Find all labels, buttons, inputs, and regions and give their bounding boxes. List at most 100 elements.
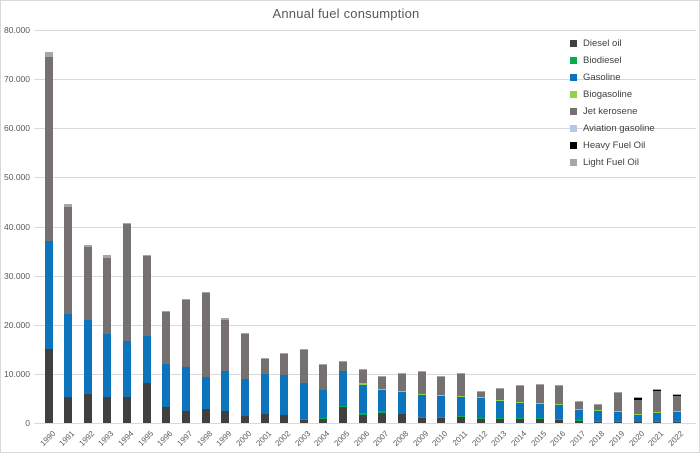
bar-segment-2015-jet-kerosene[interactable] <box>535 384 544 403</box>
bar-segment-2013-jet-kerosene[interactable] <box>496 388 505 400</box>
bar-segment-1994-gasoline[interactable] <box>123 340 132 397</box>
bar-segment-2003-jet-kerosene[interactable] <box>299 349 308 384</box>
bar-segment-1993-jet-kerosene[interactable] <box>103 257 112 334</box>
bar-segment-2004-diesel-oil[interactable] <box>319 418 328 423</box>
bar-segment-2021-gasoline[interactable] <box>653 412 662 422</box>
bar-segment-2000-light-fuel-oil[interactable] <box>240 332 249 335</box>
bar-segment-1990-jet-kerosene[interactable] <box>44 57 53 242</box>
bar-segment-1992-diesel-oil[interactable] <box>83 393 92 423</box>
bar-segment-1997-gasoline[interactable] <box>181 366 190 411</box>
legend-item-heavy-fuel-oil[interactable]: Heavy Fuel Oil <box>570 137 655 154</box>
bar-segment-1998-diesel-oil[interactable] <box>201 409 210 423</box>
bar-segment-2009-gasoline[interactable] <box>417 394 426 418</box>
bar-segment-1997-light-fuel-oil[interactable] <box>181 298 190 301</box>
bar-segment-2015-light-fuel-oil[interactable] <box>535 383 544 385</box>
bar-segment-2022-heavy-fuel-oil[interactable] <box>672 394 681 396</box>
bar-segment-2007-light-fuel-oil[interactable] <box>378 375 387 377</box>
bar-segment-2013-biogasoline[interactable] <box>496 399 505 401</box>
bar-segment-2007-diesel-oil[interactable] <box>378 412 387 423</box>
bar-segment-2011-gasoline[interactable] <box>456 397 465 416</box>
bar-segment-1996-diesel-oil[interactable] <box>162 406 171 423</box>
bar-segment-2014-biodiesel[interactable] <box>515 417 524 419</box>
bar-segment-2022-biogasoline[interactable] <box>672 411 681 413</box>
bar-segment-2015-biodiesel[interactable] <box>535 417 544 419</box>
bar-segment-1992-gasoline[interactable] <box>83 319 92 394</box>
bar-segment-2006-biodiesel[interactable] <box>358 412 367 415</box>
bar-segment-1999-diesel-oil[interactable] <box>221 411 230 423</box>
bar-segment-2018-biodiesel[interactable] <box>594 420 603 422</box>
bar-segment-2012-jet-kerosene[interactable] <box>476 391 485 398</box>
bar-segment-2019-diesel-oil[interactable] <box>614 421 623 423</box>
bar-segment-2008-light-fuel-oil[interactable] <box>398 373 407 375</box>
bar-segment-2017-diesel-oil[interactable] <box>574 420 583 423</box>
bar-segment-1991-jet-kerosene[interactable] <box>64 206 73 314</box>
bar-segment-1995-gasoline[interactable] <box>142 335 151 384</box>
bar-segment-2008-gasoline[interactable] <box>398 392 407 414</box>
bar-segment-2001-gasoline[interactable] <box>260 374 269 414</box>
legend-item-gasoline[interactable]: Gasoline <box>570 69 655 86</box>
bar-segment-2010-biogasoline[interactable] <box>437 394 446 396</box>
bar-segment-1996-light-fuel-oil[interactable] <box>162 310 171 313</box>
bar-segment-2015-diesel-oil[interactable] <box>535 418 544 423</box>
bar-segment-2002-gasoline[interactable] <box>280 374 289 416</box>
bar-segment-2000-jet-kerosene[interactable] <box>240 334 249 380</box>
bar-segment-2006-biogasoline[interactable] <box>358 383 367 385</box>
bar-segment-2021-biogasoline[interactable] <box>653 411 662 413</box>
bar-segment-2017-biodiesel[interactable] <box>574 419 583 421</box>
bar-segment-2001-jet-kerosene[interactable] <box>260 358 269 375</box>
bar-segment-2005-biodiesel[interactable] <box>339 406 348 408</box>
bar-segment-2011-biogasoline[interactable] <box>456 396 465 398</box>
bar-segment-1997-jet-kerosene[interactable] <box>181 300 190 367</box>
bar-segment-2020-jet-kerosene[interactable] <box>633 400 642 415</box>
bar-segment-2014-gasoline[interactable] <box>515 402 524 418</box>
bar-segment-2014-light-fuel-oil[interactable] <box>515 384 524 386</box>
bar-segment-2007-gasoline[interactable] <box>378 390 387 412</box>
bar-segment-2009-light-fuel-oil[interactable] <box>417 370 426 372</box>
bar-segment-2010-gasoline[interactable] <box>437 395 446 417</box>
bar-segment-2016-biogasoline[interactable] <box>555 403 564 405</box>
bar-segment-2009-diesel-oil[interactable] <box>417 417 426 423</box>
bar-segment-2008-diesel-oil[interactable] <box>398 413 407 423</box>
bar-segment-2012-biodiesel[interactable] <box>476 418 485 420</box>
bar-segment-1994-light-fuel-oil[interactable] <box>123 222 132 225</box>
bar-segment-2004-light-fuel-oil[interactable] <box>319 363 328 365</box>
bar-segment-2017-biogasoline[interactable] <box>574 409 583 411</box>
bar-segment-2005-gasoline[interactable] <box>339 371 348 407</box>
bar-segment-2006-light-fuel-oil[interactable] <box>358 369 367 371</box>
bar-segment-2016-jet-kerosene[interactable] <box>555 385 564 404</box>
legend-item-jet-kerosene[interactable]: Jet kerosene <box>570 103 655 120</box>
bar-segment-2022-diesel-oil[interactable] <box>672 421 681 423</box>
bar-segment-2010-jet-kerosene[interactable] <box>437 377 446 395</box>
bar-segment-1993-gasoline[interactable] <box>103 333 112 397</box>
bar-segment-1990-light-fuel-oil[interactable] <box>44 52 53 57</box>
bar-segment-2018-gasoline[interactable] <box>594 411 603 421</box>
bar-segment-2012-diesel-oil[interactable] <box>476 419 485 423</box>
bar-segment-1993-diesel-oil[interactable] <box>103 396 112 423</box>
bar-segment-2010-light-fuel-oil[interactable] <box>437 376 446 378</box>
bar-segment-2022-gasoline[interactable] <box>672 412 681 422</box>
bar-segment-2019-gasoline[interactable] <box>614 412 623 422</box>
bar-segment-2003-light-fuel-oil[interactable] <box>299 348 308 350</box>
bar-segment-2002-light-fuel-oil[interactable] <box>280 352 289 354</box>
bar-segment-2011-light-fuel-oil[interactable] <box>456 373 465 375</box>
bar-segment-2005-diesel-oil[interactable] <box>339 407 348 423</box>
bar-segment-1995-jet-kerosene[interactable] <box>142 256 151 336</box>
bar-segment-1995-light-fuel-oil[interactable] <box>142 254 151 257</box>
legend-item-biogasoline[interactable]: Biogasoline <box>570 86 655 103</box>
bar-segment-1999-light-fuel-oil[interactable] <box>221 318 230 320</box>
bar-segment-2007-biodiesel[interactable] <box>378 411 387 413</box>
bar-segment-1997-diesel-oil[interactable] <box>181 410 190 423</box>
bar-segment-2018-jet-kerosene[interactable] <box>594 404 603 411</box>
bar-segment-2016-light-fuel-oil[interactable] <box>555 384 564 386</box>
bar-segment-2012-biogasoline[interactable] <box>476 397 485 399</box>
bar-segment-2019-light-fuel-oil[interactable] <box>614 391 623 393</box>
bar-segment-2008-biogasoline[interactable] <box>398 391 407 393</box>
bar-segment-2003-gasoline[interactable] <box>299 383 308 419</box>
bar-segment-1999-gasoline[interactable] <box>221 370 230 412</box>
bar-segment-2021-diesel-oil[interactable] <box>653 421 662 423</box>
bar-segment-2008-jet-kerosene[interactable] <box>398 374 407 392</box>
bar-segment-2013-light-fuel-oil[interactable] <box>496 387 505 389</box>
bar-segment-2006-diesel-oil[interactable] <box>358 414 367 423</box>
bar-segment-2018-diesel-oil[interactable] <box>594 421 603 423</box>
bar-segment-2015-gasoline[interactable] <box>535 403 544 418</box>
